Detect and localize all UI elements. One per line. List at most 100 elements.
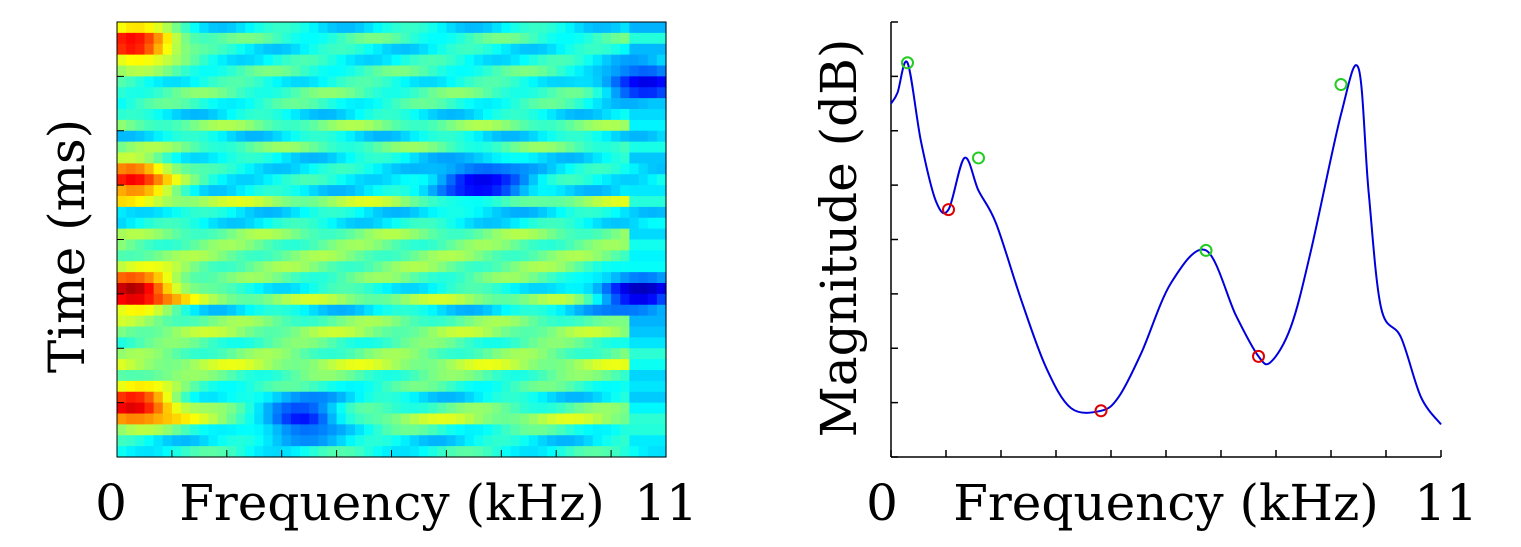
heatmap-cell [327,174,338,186]
heatmap-cell [199,152,210,164]
heatmap-cell [245,261,255,273]
heatmap-cell [391,348,402,360]
heatmap-cell [245,98,255,110]
heatmap-cell [483,152,493,164]
heatmap-cell [126,359,136,371]
heatmap-cell [574,43,585,56]
heatmap-cell [382,391,393,404]
heatmap-cell [272,22,283,34]
heatmap-cell [428,337,438,349]
heatmap-cell [190,304,200,317]
heatmap-cell [556,65,566,77]
heatmap-cell [656,163,667,175]
heatmap-cell [656,370,667,382]
heatmap-cell [126,119,136,132]
heatmap-cell [318,185,329,197]
heatmap-cell [263,76,274,88]
heatmap-cell [208,98,219,110]
heatmap-cell [510,293,521,306]
heatmap-cell [437,293,447,306]
heatmap-cell [418,76,429,88]
heatmap-cell [611,87,621,99]
heatmap-cell [519,315,530,328]
heatmap-cell [629,217,640,230]
heatmap-cell [117,185,127,197]
heatmap-cell [309,152,319,164]
heatmap-cell [418,163,429,175]
heatmap-cell [263,109,274,121]
heatmap-cell [592,87,603,99]
heatmap-cell [208,239,219,251]
heatmap-cell [245,413,255,425]
heatmap-cell [647,391,658,404]
heatmap-cell [117,163,127,175]
heatmap-cell [364,435,374,447]
heatmap-cell [336,250,347,262]
heatmap-cell [464,228,475,241]
heatmap-cell [309,261,319,273]
heatmap-cell [190,130,200,143]
heatmap-cell [235,272,246,284]
heatmap-cell [235,141,246,154]
heatmap-cell [574,65,585,77]
heatmap-cell [217,293,228,306]
heatmap-cell [638,32,649,45]
heatmap-cell [492,163,502,175]
heatmap-cell [519,98,530,110]
heatmap-cell [391,413,402,425]
heatmap-cell [364,119,374,132]
heatmap-cell [547,359,557,371]
heatmap-cell [418,174,429,186]
heatmap-cell [199,174,210,186]
heatmap-cell [483,391,493,404]
heatmap-cell [171,370,182,382]
heatmap-cell [428,359,438,371]
heatmap-cell [336,43,347,56]
heatmap-cell [464,402,475,415]
heatmap-cell [208,119,219,132]
heatmap-cell [391,261,402,273]
heatmap-cell [483,293,493,306]
heatmap-cell [656,348,667,360]
heatmap-cell [263,326,274,338]
heatmap-cell [117,304,127,317]
heatmap-cell [135,32,146,45]
heatmap-cell [418,250,429,262]
heatmap-cell [153,272,164,284]
heatmap-cell [318,424,329,436]
heatmap-cell [190,87,200,99]
heatmap-cell [592,43,603,56]
heatmap-cell [510,109,521,121]
heatmap-cell [171,196,182,208]
heatmap-cell [254,283,264,295]
heatmap-cell [117,337,127,349]
heatmap-cell [492,435,502,447]
heatmap-cell [245,424,255,436]
heatmap-cell [492,206,502,219]
heatmap-cell [611,185,621,197]
heatmap-cell [345,98,356,110]
heatmap-cell [171,413,182,425]
heatmap-cell [135,22,146,34]
heatmap-cell [455,402,466,415]
heatmap-cell [263,446,274,458]
heatmap-cell [492,228,502,241]
heatmap-cell [519,326,530,338]
heatmap-cell [272,435,283,447]
heatmap-cell [418,22,429,34]
heatmap-cell [391,283,402,295]
heatmap-cell [428,185,438,197]
heatmap-cell [153,446,164,458]
heatmap-cell [327,217,338,230]
heatmap-cell [647,119,658,132]
heatmap-cell [354,76,365,88]
heatmap-cell [510,43,521,56]
heatmap-cell [547,87,557,99]
heatmap-cell [290,206,301,219]
heatmap-cell [629,185,640,197]
heatmap-cell [281,326,292,338]
heatmap-cell [208,54,219,67]
heatmap-cell [510,370,521,382]
heatmap-cell [309,43,319,56]
heatmap-cell [537,109,548,121]
